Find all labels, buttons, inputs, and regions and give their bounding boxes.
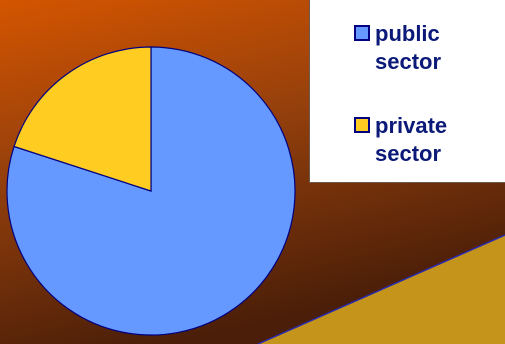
legend-label-private-sector: private sector: [375, 113, 448, 166]
legend-swatch-private-sector: [354, 117, 370, 133]
accent-plane-edge: [257, 234, 505, 344]
legend: public sector private sector: [309, 0, 505, 183]
pie-chart: [6, 46, 296, 336]
pie-slice-private-sector: [13, 46, 152, 192]
legend-item-public-sector: public sector: [354, 20, 485, 76]
legend-label-public-sector: public sector: [375, 21, 442, 74]
legend-swatch-public-sector: [354, 25, 370, 41]
legend-item-private-sector: private sector: [354, 112, 485, 168]
